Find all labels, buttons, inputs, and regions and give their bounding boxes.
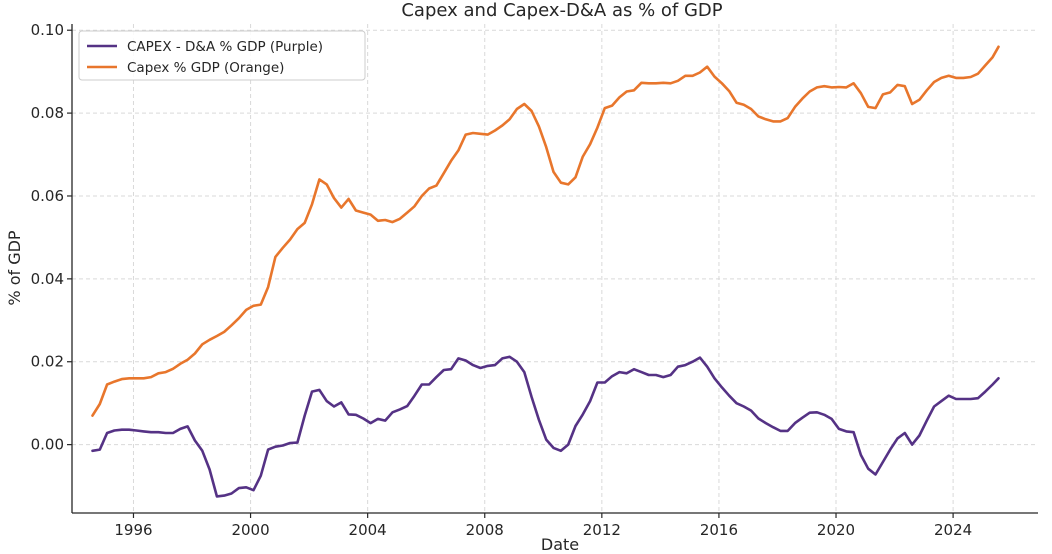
legend-label-capex-da: CAPEX - D&A % GDP (Purple) [127,39,323,55]
legend: CAPEX - D&A % GDP (Purple) Capex % GDP (… [78,30,366,81]
y-ticks: 0.00 0.02 0.04 0.06 0.08 0.10 [31,21,72,454]
y-tick-label: 0.04 [31,270,64,288]
y-tick-label: 0.06 [31,187,64,205]
x-tick-label: 2024 [934,521,972,539]
x-ticks: 1996 2000 2004 2008 2012 2016 2020 2024 [114,513,972,539]
y-tick-label: 0.02 [31,353,64,371]
x-tick-label: 2000 [231,521,269,539]
y-tick-label: 0.10 [31,21,64,39]
legend-box [78,30,366,81]
y-tick-label: 0.08 [31,104,64,122]
x-tick-label: 2020 [817,521,855,539]
y-tick-label: 0.00 [31,436,64,454]
x-tick-label: 2016 [700,521,738,539]
x-tick-label: 2008 [466,521,504,539]
x-axis-label: Date [541,535,579,554]
y-axis-label: % of GDP [5,230,24,306]
x-tick-label: 2004 [349,521,387,539]
grid [72,24,1038,513]
series-layer [91,45,1000,498]
chart-title: Capex and Capex-D&A as % of GDP [401,0,722,21]
legend-label-capex: Capex % GDP (Orange) [127,60,284,76]
capex-minus-da-series-line [91,355,1000,498]
capex-series-line [91,45,1000,417]
x-tick-label: 2012 [583,521,621,539]
axes-frame [71,24,1038,514]
x-tick-label: 1996 [114,521,152,539]
